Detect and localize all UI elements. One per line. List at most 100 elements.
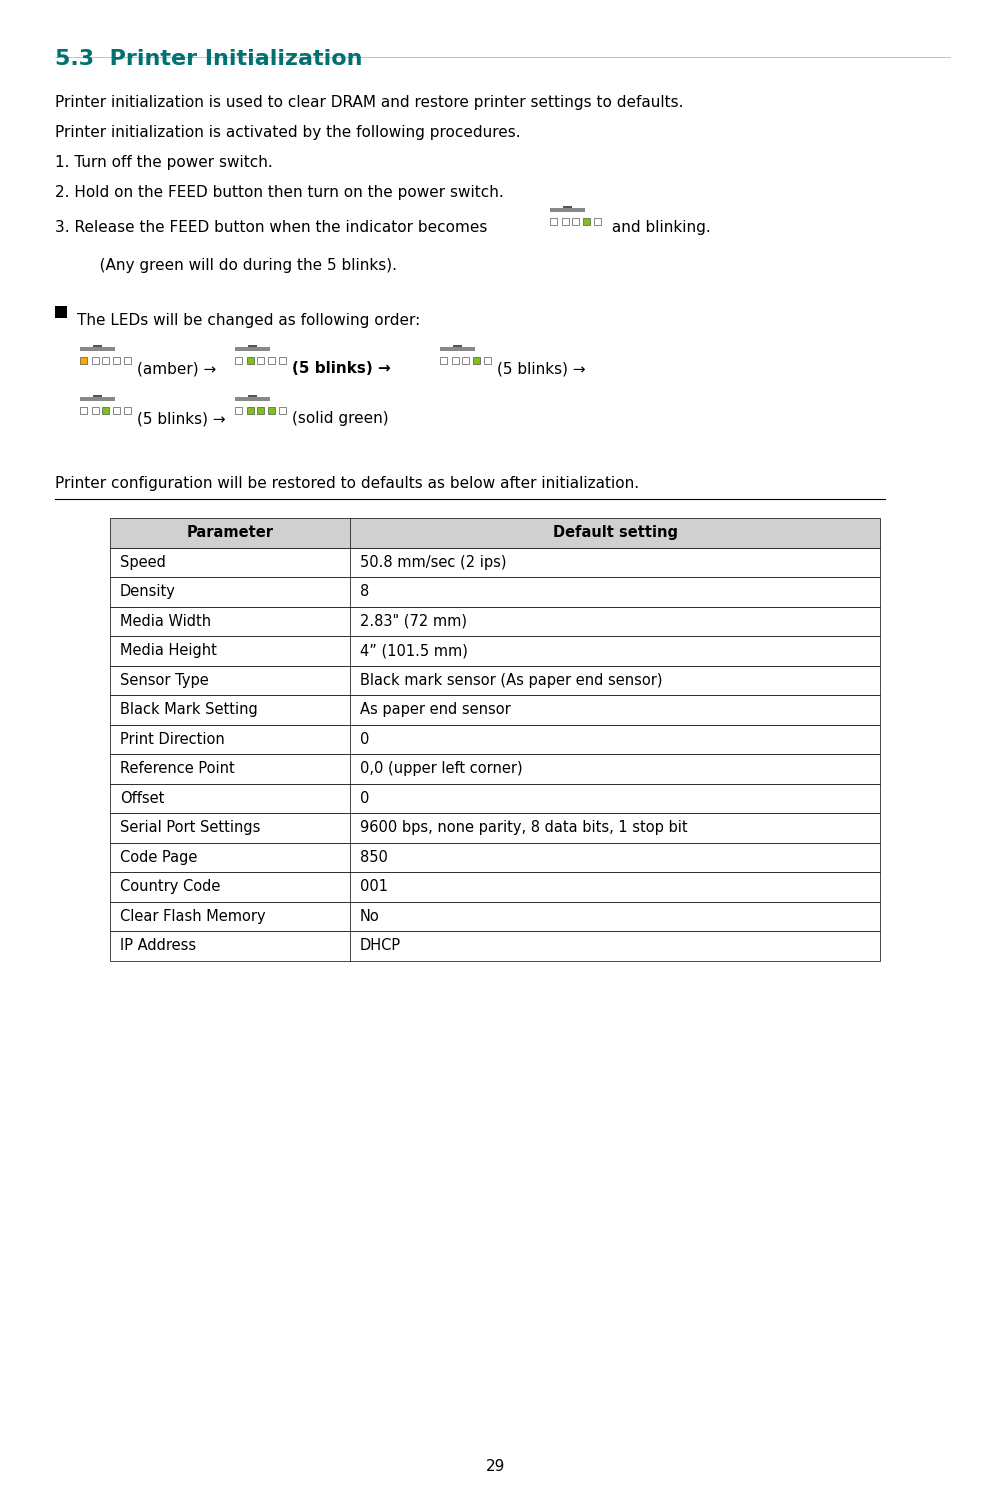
Bar <box>268 408 275 414</box>
Bar <box>110 607 880 636</box>
Bar <box>257 357 264 364</box>
Bar <box>235 357 242 364</box>
Bar <box>110 577 880 607</box>
Bar <box>268 357 275 364</box>
Bar <box>92 408 99 414</box>
Text: 850: 850 <box>360 850 388 865</box>
Text: Reference Point: Reference Point <box>120 761 235 776</box>
Text: 4” (101.5 mm): 4” (101.5 mm) <box>360 643 468 658</box>
Text: Printer initialization is activated by the following procedures.: Printer initialization is activated by t… <box>55 124 521 139</box>
Bar <box>124 357 131 364</box>
Text: 50.8 mm/sec (2 ips): 50.8 mm/sec (2 ips) <box>360 555 507 570</box>
Text: (amber) →: (amber) → <box>137 361 216 376</box>
Bar <box>110 784 880 812</box>
Text: (5 blinks) →: (5 blinks) → <box>137 411 225 426</box>
Text: 0,0 (upper left corner): 0,0 (upper left corner) <box>360 761 523 776</box>
Bar <box>440 357 447 364</box>
Bar <box>102 357 109 364</box>
Text: (5 blinks) →: (5 blinks) → <box>497 361 585 376</box>
Bar <box>110 666 880 696</box>
Text: DHCP: DHCP <box>360 938 401 953</box>
Text: Density: Density <box>120 585 176 600</box>
Bar <box>92 357 99 364</box>
Bar <box>440 346 475 351</box>
Bar <box>452 357 459 364</box>
Bar <box>110 754 880 784</box>
Text: Serial Port Settings: Serial Port Settings <box>120 820 260 835</box>
Bar <box>257 408 264 414</box>
Text: (Any green will do during the 5 blinks).: (Any green will do during the 5 blinks). <box>85 258 397 273</box>
Bar <box>110 812 880 842</box>
Bar <box>235 408 242 414</box>
Bar <box>550 208 585 211</box>
Text: 5.3  Printer Initialization: 5.3 Printer Initialization <box>55 49 362 69</box>
Bar <box>235 346 270 351</box>
Text: As paper end sensor: As paper end sensor <box>360 702 511 717</box>
Bar <box>550 217 557 225</box>
Bar <box>110 901 880 931</box>
Text: No: No <box>360 908 380 923</box>
Bar <box>235 397 270 402</box>
Text: Print Direction: Print Direction <box>120 732 225 747</box>
Text: (5 blinks) →: (5 blinks) → <box>292 361 391 376</box>
Bar <box>110 636 880 666</box>
Bar <box>110 842 880 872</box>
Text: Clear Flash Memory: Clear Flash Memory <box>120 908 266 923</box>
Text: Black Mark Setting: Black Mark Setting <box>120 702 258 717</box>
Bar <box>453 345 462 346</box>
Bar <box>583 217 590 225</box>
Bar <box>247 357 254 364</box>
Bar <box>80 357 87 364</box>
Bar <box>80 397 115 402</box>
Bar <box>563 205 572 208</box>
Bar <box>279 357 286 364</box>
Text: The LEDs will be changed as following order:: The LEDs will be changed as following or… <box>77 313 421 328</box>
Text: 001: 001 <box>360 880 388 895</box>
Text: Country Code: Country Code <box>120 880 220 895</box>
Text: 8: 8 <box>360 585 369 600</box>
Bar <box>572 217 579 225</box>
Text: Speed: Speed <box>120 555 166 570</box>
Text: (solid green): (solid green) <box>292 411 389 426</box>
Text: Offset: Offset <box>120 791 165 806</box>
Bar <box>473 357 480 364</box>
Text: Printer configuration will be restored to defaults as below after initialization: Printer configuration will be restored t… <box>55 477 639 492</box>
Text: Media Height: Media Height <box>120 643 217 658</box>
Text: Sensor Type: Sensor Type <box>120 673 208 688</box>
Bar <box>93 345 102 346</box>
Bar <box>279 408 286 414</box>
Bar <box>248 394 257 397</box>
Bar <box>93 394 102 397</box>
Bar <box>110 519 880 547</box>
Bar <box>247 408 254 414</box>
Bar <box>110 696 880 724</box>
Text: Printer initialization is used to clear DRAM and restore printer settings to def: Printer initialization is used to clear … <box>55 94 683 109</box>
Text: Parameter: Parameter <box>186 525 274 540</box>
Text: 3. Release the FEED button when the indicator becomes: 3. Release the FEED button when the indi… <box>55 220 487 235</box>
Bar <box>113 357 120 364</box>
Bar <box>462 357 469 364</box>
Text: Code Page: Code Page <box>120 850 197 865</box>
Bar <box>55 306 67 318</box>
Text: 29: 29 <box>486 1459 506 1474</box>
Bar <box>110 547 880 577</box>
Bar <box>248 345 257 346</box>
Text: 1. Turn off the power switch.: 1. Turn off the power switch. <box>55 154 273 169</box>
Bar <box>124 408 131 414</box>
Bar <box>484 357 491 364</box>
Bar <box>110 724 880 754</box>
Bar <box>80 346 115 351</box>
Text: Default setting: Default setting <box>553 525 678 540</box>
Text: and blinking.: and blinking. <box>607 220 710 235</box>
Text: 2.83" (72 mm): 2.83" (72 mm) <box>360 613 467 628</box>
Text: 0: 0 <box>360 732 369 747</box>
Bar <box>110 872 880 901</box>
Bar <box>562 217 569 225</box>
Text: Black mark sensor (As paper end sensor): Black mark sensor (As paper end sensor) <box>360 673 663 688</box>
Bar <box>113 408 120 414</box>
Text: 9600 bps, none parity, 8 data bits, 1 stop bit: 9600 bps, none parity, 8 data bits, 1 st… <box>360 820 687 835</box>
Bar <box>110 931 880 961</box>
Text: 0: 0 <box>360 791 369 806</box>
Bar <box>80 408 87 414</box>
Text: Media Width: Media Width <box>120 613 211 628</box>
